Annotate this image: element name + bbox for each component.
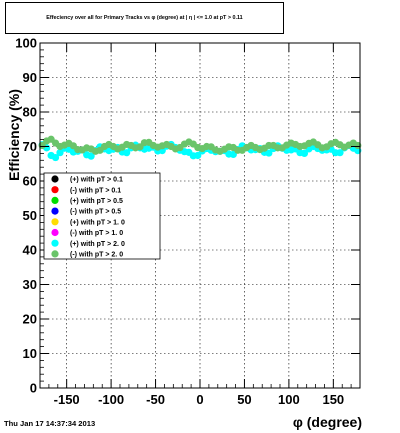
axis-labels: 0 10 20 30 40 50 60 70 80 90 100 -150 -100 -50 0 50 100 1… <box>15 36 344 408</box>
tick-label-y: 30 <box>23 277 37 292</box>
legend: (+) with pT > 0.1 (-) with pT > 0.1 (+) wi… <box>43 172 161 260</box>
legend-marker <box>51 186 59 194</box>
tick-label-y: 10 <box>23 346 37 361</box>
legend-marker <box>51 218 59 226</box>
x-axis-label: φ (degree) <box>293 414 362 430</box>
legend-marker <box>51 196 59 204</box>
tick-label-y: 0 <box>30 381 37 396</box>
legend-label: (-) with pT > 1. 0 <box>70 230 123 237</box>
legend-marker <box>51 207 59 215</box>
data-point <box>336 149 344 157</box>
axis-ticks <box>39 42 361 389</box>
tick-label-y: 80 <box>23 105 37 120</box>
legend-label: (+) with pT > 2. 0 <box>70 241 125 248</box>
tick-label-x: 100 <box>278 392 300 407</box>
legend-marker <box>51 250 59 258</box>
legend-marker <box>51 175 59 183</box>
data-point <box>300 149 309 157</box>
tick-label-x: -100 <box>98 392 124 407</box>
data-point <box>265 149 273 157</box>
tick-label-y: 60 <box>23 174 37 189</box>
legend-label: (+) with pT > 1. 0 <box>70 219 125 226</box>
data-point <box>194 151 202 160</box>
data-point <box>87 152 95 160</box>
legend-box <box>43 172 161 260</box>
legend-marker <box>51 239 59 247</box>
legend-label: (-) with pT > 2. 0 <box>70 252 123 259</box>
tick-label-y: 100 <box>15 36 37 51</box>
tick-label-x: -150 <box>54 392 80 407</box>
tick-label-y: 70 <box>23 139 37 154</box>
tick-label-y: 40 <box>23 243 37 258</box>
timestamp-footer: Thu Jan 17 14:37:34 2013 <box>4 419 96 428</box>
legend-label: (+) with pT > 0.5 <box>70 198 123 205</box>
data-point <box>56 149 64 157</box>
tick-label-y: 90 <box>23 70 37 85</box>
y-axis-label: Efficiency (%) <box>6 89 22 181</box>
series-layer <box>38 135 362 162</box>
legend-label: (-) with pT > 0.1 <box>70 187 121 194</box>
data-point <box>51 153 60 162</box>
legend-label: (-) with pT > 0.5 <box>70 209 121 216</box>
tick-label-x: 0 <box>196 392 203 407</box>
data-point <box>123 149 131 157</box>
tick-label-x: -50 <box>146 392 165 407</box>
tick-label-x: 150 <box>322 392 344 407</box>
tick-label-y: 50 <box>23 208 37 223</box>
tick-label-y: 20 <box>23 312 37 327</box>
chart-title: Effeciency over all for Primary Tracks v… <box>46 15 243 21</box>
legend-label: (+) with pT > 0.1 <box>70 177 123 184</box>
tick-label-x: 50 <box>237 392 251 407</box>
legend-marker <box>51 228 59 237</box>
title-box: Effeciency over all for Primary Tracks v… <box>5 2 284 34</box>
